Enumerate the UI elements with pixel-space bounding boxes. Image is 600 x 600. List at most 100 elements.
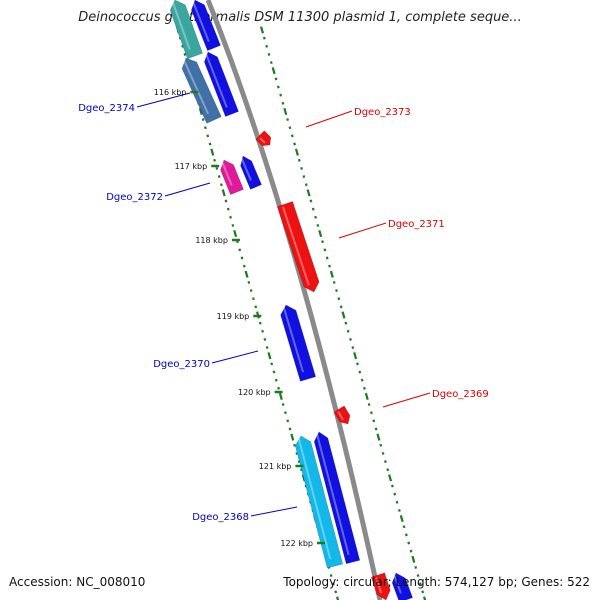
outer-tick-mark bbox=[300, 166, 303, 170]
inner-tick-mark bbox=[244, 270, 249, 278]
inner-tick-mark bbox=[300, 468, 303, 472]
gene-arrow-highlight bbox=[316, 434, 350, 556]
outer-tick-mark bbox=[332, 280, 336, 284]
inner-tick-mark bbox=[183, 52, 187, 56]
outer-tick-mark bbox=[363, 386, 366, 390]
gene-arrow[interactable] bbox=[169, 0, 203, 60]
inner-tick-mark bbox=[233, 230, 238, 238]
outer-tick-mark bbox=[274, 77, 278, 81]
gene-arrow-dgeo-2370[interactable] bbox=[280, 304, 317, 382]
gene-label-leader bbox=[164, 182, 211, 197]
outer-tick-mark bbox=[323, 248, 327, 252]
accession-text: Accession: NC_008010 bbox=[9, 575, 146, 589]
outer-tick-mark bbox=[367, 403, 371, 407]
gene-label-dgeo-2369[interactable]: Dgeo_2369 bbox=[432, 389, 489, 400]
outer-tick-mark bbox=[397, 508, 401, 512]
outer-tick-mark bbox=[267, 52, 271, 56]
inner-tick-mark bbox=[293, 443, 296, 447]
inner-tick-mark bbox=[288, 427, 292, 431]
gene-label-dgeo-2368[interactable]: Dgeo_2368 bbox=[192, 512, 249, 523]
outer-tick-mark bbox=[335, 289, 338, 293]
gene-arrow-highlight bbox=[172, 2, 191, 50]
inner-tick-mark bbox=[242, 264, 246, 268]
outer-tick-mark bbox=[376, 433, 381, 441]
gene-label-dgeo-2370[interactable]: Dgeo_2370 bbox=[153, 359, 210, 370]
outer-tick-mark bbox=[409, 549, 413, 553]
gene-arrow-dgeo-2372[interactable] bbox=[220, 159, 244, 196]
gene-label-dgeo-2371[interactable]: Dgeo_2371 bbox=[388, 219, 445, 230]
gene-label-dgeo-2373[interactable]: Dgeo_2373 bbox=[354, 107, 411, 118]
tick-label: 120 kbp bbox=[238, 388, 271, 397]
outer-tick-mark bbox=[386, 468, 390, 472]
outer-tick-mark bbox=[339, 305, 343, 309]
gene-arrow[interactable] bbox=[240, 155, 262, 190]
inner-tick-mark bbox=[272, 370, 276, 374]
outer-tick-mark bbox=[281, 101, 285, 105]
gene-arrow-dgeo-2373[interactable] bbox=[255, 130, 272, 147]
inner-tick-mark bbox=[204, 126, 207, 130]
outer-tick-mark bbox=[423, 596, 427, 600]
outer-tick-mark bbox=[314, 215, 317, 219]
inner-tick-mark bbox=[297, 460, 301, 464]
gene-label-dgeo-2372[interactable]: Dgeo_2372 bbox=[106, 192, 163, 203]
gene-arrow[interactable] bbox=[313, 431, 361, 565]
gene-arrow-dgeo-2371[interactable] bbox=[277, 201, 320, 293]
gene-arrow-dgeo-2369[interactable] bbox=[333, 405, 351, 425]
outer-tick-mark bbox=[311, 207, 315, 211]
gene-arrow[interactable] bbox=[370, 572, 391, 600]
gene-label-leader bbox=[211, 350, 259, 364]
outer-tick-mark bbox=[351, 346, 355, 350]
inner-tick-mark bbox=[247, 280, 251, 284]
gene-labels: Dgeo_2374 Dgeo_2373 Dgeo_2372 Dgeo_2371 Dgeo… bbox=[78, 92, 489, 523]
gene-arrow-dgeo-2368[interactable] bbox=[294, 435, 344, 569]
gene-arrow[interactable] bbox=[391, 572, 413, 600]
outer-tick-mark bbox=[349, 337, 352, 341]
tick-label: 117 kbp bbox=[175, 162, 208, 171]
gene-arrow-dgeo-2369-highlight bbox=[337, 411, 344, 421]
inner-tick-mark bbox=[221, 189, 226, 197]
inner-tick-mark bbox=[329, 574, 333, 578]
tick-label: 121 kbp bbox=[259, 462, 292, 471]
outer-tick-mark bbox=[416, 574, 420, 578]
inner-tick-mark bbox=[201, 118, 205, 122]
inner-tick-mark bbox=[249, 289, 253, 293]
outer-tick-mark bbox=[304, 183, 308, 187]
gene-arrow-highlight bbox=[205, 54, 228, 108]
inner-tick-mark bbox=[229, 215, 232, 219]
inner-tick-mark bbox=[265, 346, 269, 350]
outer-tick-mark bbox=[260, 26, 264, 34]
tick-label: 116 kbp bbox=[154, 88, 187, 97]
outer-tick-mark bbox=[279, 93, 283, 97]
outer-tick-mark bbox=[393, 492, 397, 496]
gene-arrow-dgeo-2372-highlight bbox=[221, 162, 233, 186]
tick-label: 119 kbp bbox=[217, 312, 250, 321]
inner-tick-mark bbox=[215, 166, 219, 170]
inner-tick-mark bbox=[290, 433, 295, 441]
inner-tick-mark bbox=[336, 596, 340, 600]
outer-tick-mark bbox=[325, 256, 329, 260]
gene-label-leader bbox=[250, 506, 298, 517]
outer-tick-mark bbox=[395, 500, 399, 504]
gene-arrow-dgeo-2374-highlight bbox=[183, 60, 210, 115]
inner-tick-mark bbox=[284, 411, 287, 415]
outer-tick-mark bbox=[288, 126, 292, 130]
outer-tick-mark bbox=[328, 264, 331, 268]
inner-tick-mark bbox=[267, 352, 272, 360]
gene-label-dgeo-2374[interactable]: Dgeo_2374 bbox=[78, 103, 135, 114]
gene-arrow[interactable] bbox=[204, 51, 239, 117]
inner-tick-mark bbox=[254, 305, 258, 309]
tick-labels: 116 kbp 117 kbp 118 kbp 119 kbp 120 kbp 121 k… bbox=[154, 88, 325, 548]
outer-tick-mark bbox=[360, 378, 364, 382]
outer-tick-mark bbox=[294, 148, 299, 156]
gene-arrow[interactable] bbox=[191, 0, 221, 51]
gene-arrow-highlight bbox=[375, 577, 383, 594]
outer-tick-mark bbox=[399, 515, 404, 523]
outer-tick-mark bbox=[318, 230, 323, 238]
gene-arrow-dgeo-2374[interactable] bbox=[181, 57, 222, 124]
outer-tick-mark bbox=[372, 419, 376, 423]
gene-arrow-dgeo-2368-highlight bbox=[297, 438, 332, 560]
inner-tick-mark bbox=[281, 403, 285, 407]
outer-tick-mark bbox=[302, 175, 306, 179]
gene-arrow-dgeo-2371-highlight bbox=[282, 206, 310, 286]
